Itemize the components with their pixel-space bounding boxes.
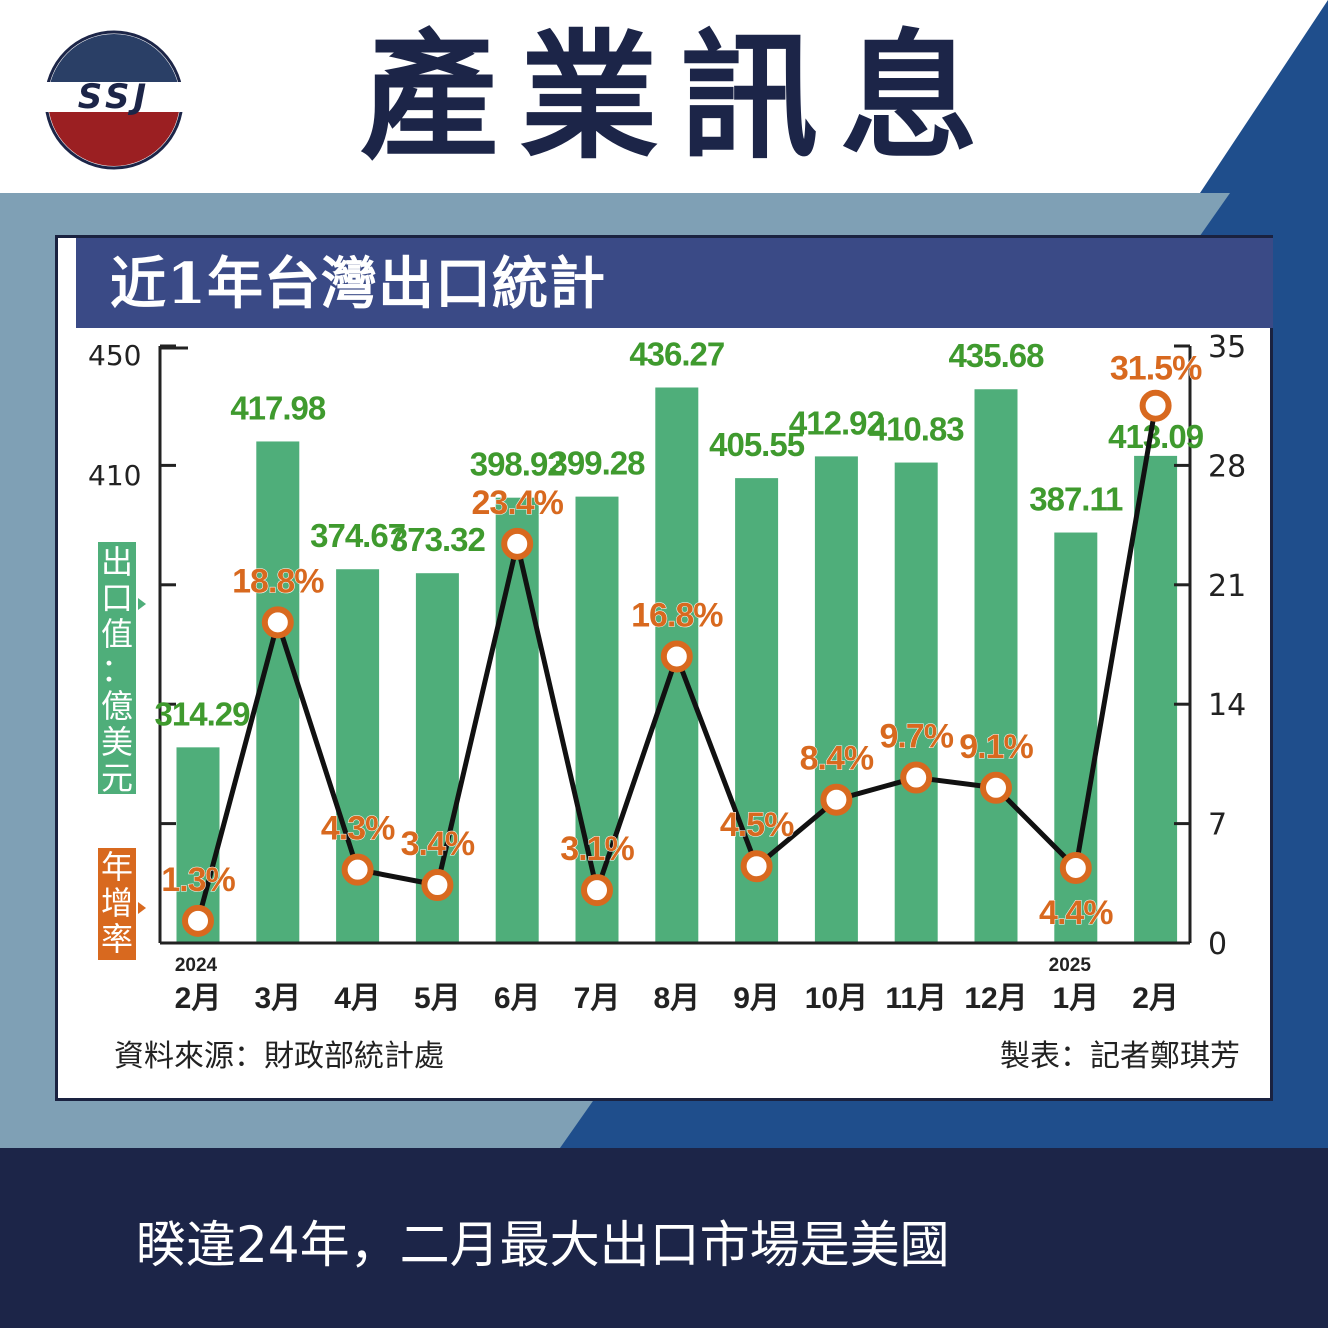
- bar-value-label: 413.09: [1108, 418, 1204, 455]
- bar-value-label: 417.98: [230, 389, 326, 426]
- right-tick-label: 21: [1208, 569, 1246, 604]
- x-category-label: 12月: [964, 982, 1027, 1015]
- right-tick-label: 7: [1208, 808, 1227, 843]
- growth-rate-label: 4.4%: [1039, 894, 1113, 932]
- bar-value-label: 314.29: [155, 695, 251, 732]
- left-axis-title-char: ：: [101, 651, 133, 689]
- chart-title: 近1年台灣出口統計: [110, 251, 606, 317]
- left-axis-title-char: 值: [101, 615, 133, 653]
- right-tick-label: 14: [1208, 688, 1246, 723]
- bar-value-label: 398.92: [470, 446, 566, 483]
- export-bar: [575, 496, 619, 943]
- x-category-label: 3月: [254, 982, 301, 1015]
- rate-axis-title-char: 率: [101, 920, 133, 958]
- growth-rate-point: [341, 853, 374, 886]
- growth-rate-label: 4.3%: [321, 810, 395, 848]
- growth-rate-point: [660, 640, 693, 673]
- growth-rate-label: 16.8%: [631, 596, 723, 634]
- growth-rate-label: 9.7%: [879, 718, 953, 756]
- growth-rate-point: [1059, 851, 1092, 884]
- growth-rate-label: 18.8%: [232, 562, 324, 600]
- left-axis-title-char: 口: [101, 579, 133, 617]
- export-bar: [495, 497, 539, 943]
- growth-rate-point: [900, 761, 933, 794]
- x-category-label: 4月: [334, 982, 381, 1015]
- page-title: 產業訊息: [360, 17, 1001, 178]
- growth-rate-point: [740, 850, 773, 883]
- left-tick-label: 410: [88, 459, 141, 492]
- left-axis-title-char: 元: [101, 759, 133, 797]
- growth-rate-point: [501, 527, 534, 560]
- footer-caption: 睽違24年，二月最大出口市場是美國: [136, 1216, 950, 1274]
- export-bar: [894, 462, 938, 943]
- source-note: 資料來源：財政部統計處: [114, 1039, 444, 1074]
- left-tick-label: 450: [88, 339, 141, 372]
- ssj-logo: SSJ: [44, 30, 184, 170]
- x-category-label: 6月: [494, 982, 541, 1015]
- growth-rate-label: 1.3%: [161, 861, 235, 899]
- credit-note: 製表：記者鄭琪芳: [1000, 1039, 1240, 1074]
- x-year-label: 2025: [1049, 955, 1092, 976]
- blue-diagonal-top: [1200, 0, 1328, 193]
- left-axis-title-char: 億: [101, 687, 133, 725]
- bar-value-label: 435.68: [949, 337, 1045, 374]
- rate-axis-title-box: [98, 848, 136, 960]
- x-category-label: 2月: [175, 982, 222, 1015]
- x-category-label: 7月: [574, 982, 621, 1015]
- left-axis-arrow: [138, 598, 146, 610]
- left-axis-title-box: [98, 542, 136, 794]
- bar-value-label: 373.32: [390, 521, 486, 558]
- growth-rate-label: 3.1%: [560, 830, 634, 868]
- bar-value-label: 412.92: [789, 404, 885, 441]
- growth-rate-label: 31.5%: [1110, 350, 1202, 388]
- rate-axis-arrow: [138, 902, 146, 914]
- rate-axis-title-char: 增: [101, 884, 133, 922]
- growth-rate-point: [980, 771, 1012, 804]
- growth-rate-point: [182, 904, 214, 937]
- growth-rate-label: 3.4%: [401, 825, 475, 863]
- growth-rate-point: [820, 783, 853, 816]
- export-bar: [256, 441, 300, 943]
- left-axis-title-char: 美: [101, 723, 133, 761]
- left-axis-title-char: 出: [101, 543, 133, 581]
- growth-rate-point: [261, 606, 294, 639]
- bar-value-label: 405.55: [709, 426, 805, 463]
- x-category-label: 11月: [885, 982, 947, 1015]
- export-bar: [336, 569, 380, 943]
- logo-text: SSJ: [78, 77, 150, 117]
- growth-rate-label: 4.5%: [720, 806, 794, 844]
- right-tick-label: 28: [1208, 449, 1246, 484]
- x-year-label: 2024: [175, 955, 218, 976]
- footer-band: [0, 1148, 1328, 1328]
- bar-value-label: 374.67: [310, 517, 405, 554]
- right-tick-label: 35: [1208, 330, 1246, 365]
- right-tick-label: 0: [1208, 927, 1227, 962]
- growth-rate-label: 9.1%: [959, 728, 1033, 766]
- x-category-label: 8月: [653, 982, 700, 1015]
- export-bar: [1134, 455, 1178, 943]
- x-category-label: 5月: [414, 982, 461, 1015]
- rate-axis-title-char: 年: [101, 848, 133, 886]
- bar-value-label: 436.27: [629, 336, 724, 373]
- x-category-label: 2月: [1132, 982, 1179, 1015]
- bar-value-label: 399.28: [550, 445, 646, 482]
- growth-rate-label: 8.4%: [800, 740, 874, 778]
- export-bar: [814, 456, 858, 943]
- export-bar: [974, 389, 1018, 943]
- x-category-label: 1月: [1052, 982, 1099, 1015]
- growth-rate-point: [1139, 389, 1172, 422]
- growth-rate-point: [581, 874, 613, 907]
- growth-rate-label: 23.4%: [471, 484, 563, 522]
- bar-value-label: 410.83: [869, 411, 965, 448]
- x-category-label: 9月: [733, 982, 780, 1015]
- chart-header: 近1年台灣出口統計: [76, 238, 1273, 328]
- bar-value-label: 387.11: [1029, 481, 1123, 518]
- x-category-label: 10月: [805, 982, 868, 1015]
- growth-rate-point: [421, 869, 454, 902]
